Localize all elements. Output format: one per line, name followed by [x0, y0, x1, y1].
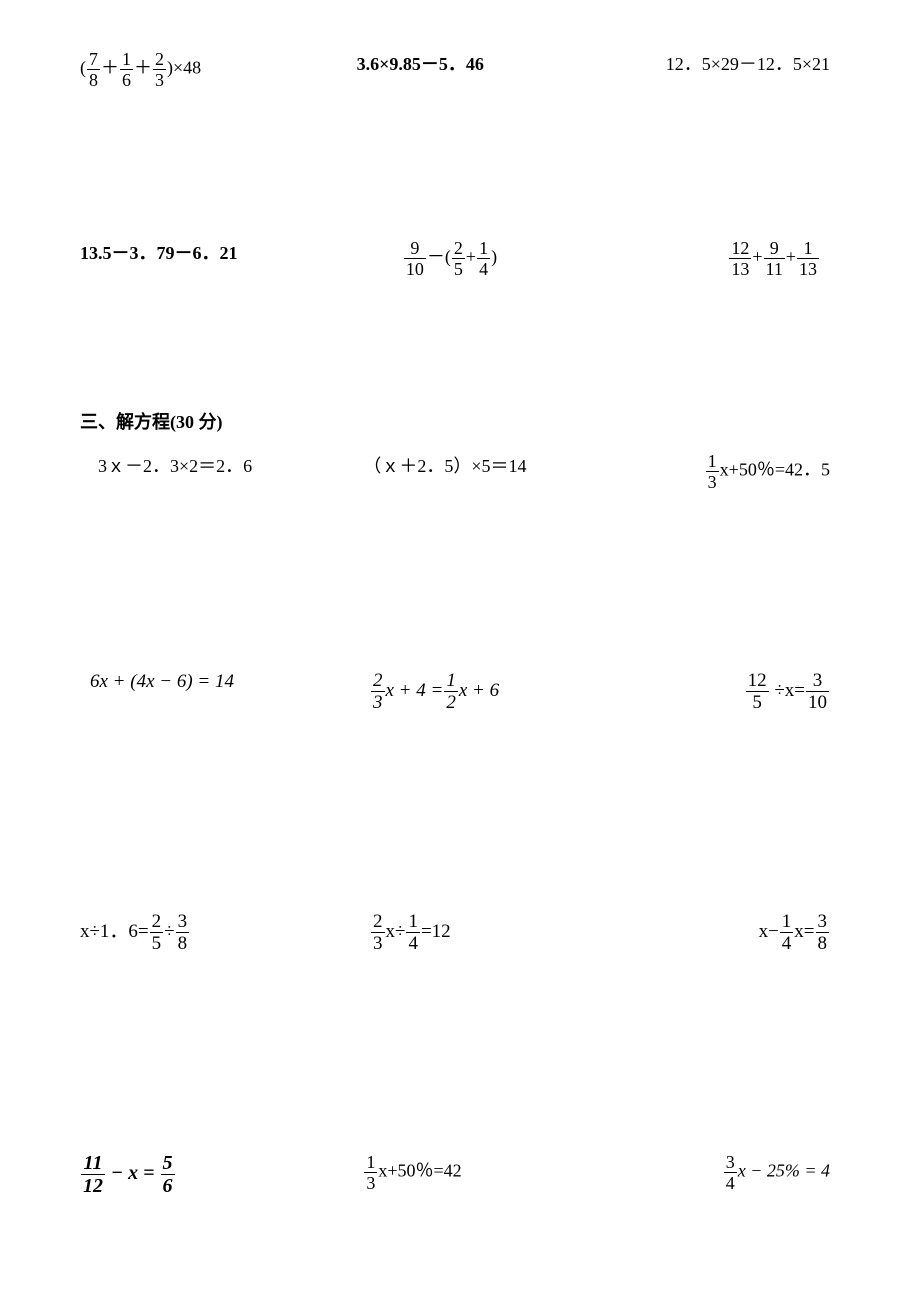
problem: 13x+50％=42 — [363, 1153, 461, 1196]
section-title: 三、解方程(30 分) — [80, 408, 840, 434]
problem: 3ｘ－2．3×2＝2．6 — [80, 452, 252, 491]
problem: 13.5－3．79－6．21 — [80, 239, 238, 278]
problem: 13x+50％=42．5 — [705, 452, 830, 491]
problem-row: 3ｘ－2．3×2＝2．6 （ｘ＋2．5）×5＝14 13x+50％=42．5 — [80, 452, 840, 491]
problem-row: (78＋16＋23)×48 3.6×9.85－5．46 12．5×29－12．5… — [80, 50, 840, 89]
problem: 23x + 4 =12x + 6 — [370, 671, 499, 712]
problem-row: 1112 − x = 56 13x+50％=42 34x − 25% = 4 — [80, 1153, 840, 1196]
problem-row: x÷1．6=25÷38 23x÷14=12 x−14x=38 — [80, 912, 840, 953]
problem: x÷1．6=25÷38 — [80, 912, 190, 953]
problem: 23x÷14=12 — [370, 912, 451, 953]
worksheet-page: (78＋16＋23)×48 3.6×9.85－5．46 12．5×29－12．5… — [0, 0, 920, 1226]
problem: （ｘ＋2．5）×5＝14 — [363, 452, 526, 491]
problem: 6x + (4x − 6) = 14 — [80, 671, 234, 712]
problem: 910－(25+14) — [403, 239, 497, 278]
problem: 3.6×9.85－5．46 — [357, 50, 484, 89]
problem: 125 ÷x=310 — [745, 671, 830, 712]
problem: x−14x=38 — [759, 912, 830, 953]
problem: 34x − 25% = 4 — [723, 1153, 830, 1196]
problem: 12．5×29－12．5×21 — [666, 50, 830, 89]
problem: 1112 − x = 56 — [80, 1153, 176, 1196]
problem-row: 6x + (4x − 6) = 14 23x + 4 =12x + 6 125 … — [80, 671, 840, 712]
problem-row: 13.5－3．79－6．21 910－(25+14) 1213+911+113 — [80, 239, 840, 278]
problem: (78＋16＋23)×48 — [80, 50, 201, 89]
text: ( — [80, 58, 86, 78]
problem: 1213+911+113 — [728, 239, 820, 278]
